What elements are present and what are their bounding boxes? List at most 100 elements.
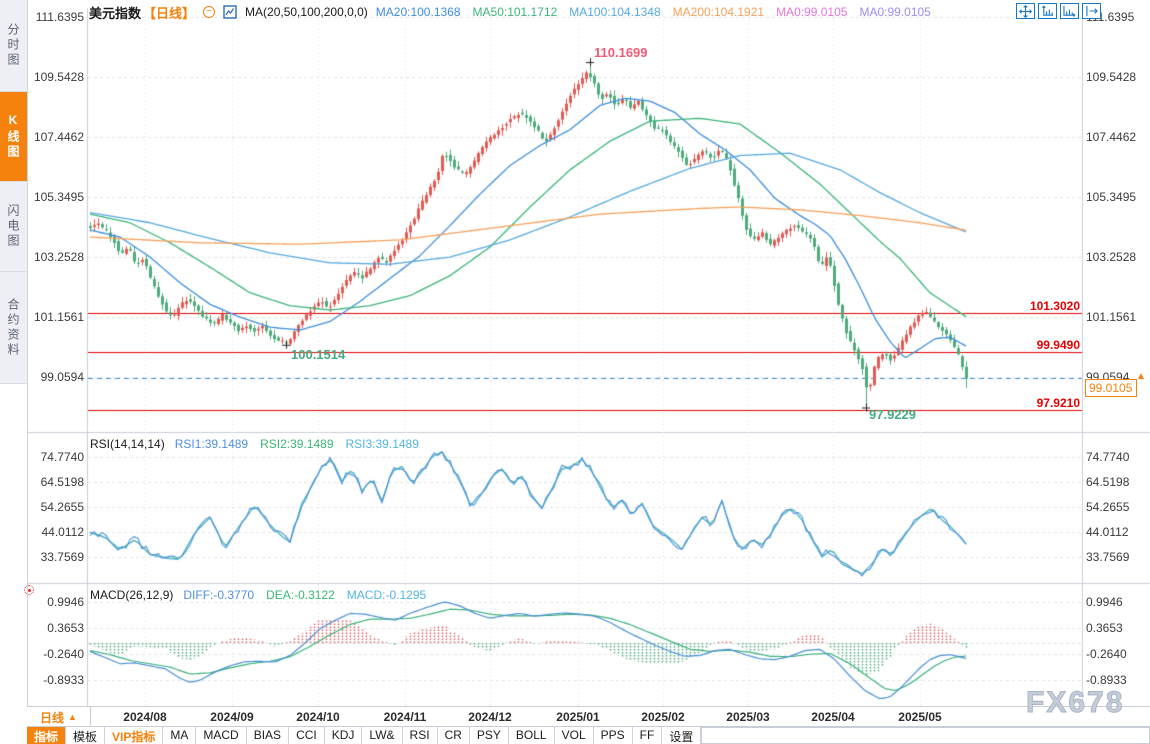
level-label: 101.3020	[1029, 298, 1080, 313]
toolbar-item-PPS[interactable]: PPS	[594, 727, 633, 744]
chart-header: 美元指数 【日线】 − MA(20,50,100,200,0,0) MA20:1…	[89, 4, 931, 21]
rsi-value-0: RSI1:39.1489	[174, 437, 249, 451]
axis-label-right: 0.9946	[1086, 595, 1123, 609]
toolbar-item-设置[interactable]: 设置	[662, 727, 702, 744]
level-label: 99.9490	[1036, 337, 1080, 352]
toolbar-item-CCI[interactable]: CCI	[289, 727, 325, 744]
axis-label-right: 33.7569	[1086, 550, 1130, 564]
toolbar-item-VIP指标[interactable]: VIP指标	[105, 727, 164, 744]
toolbar-item-指标[interactable]: 指标	[27, 727, 67, 744]
ma-value-2: MA100:104.1348	[569, 5, 661, 19]
macd-value-2: MACD:-0.1295	[346, 588, 427, 602]
axis-label-left: 74.7740	[40, 450, 84, 464]
sidebar-tab-合约资料[interactable]: 合约资料	[0, 272, 27, 384]
toolbar-item-MACD[interactable]: MACD	[196, 727, 247, 744]
rsi-header: RSI(14,14,14) RSI1:39.1489 RSI2:39.1489 RS…	[90, 437, 419, 451]
month-label: 2025/03	[726, 710, 770, 724]
month-label: 2024/10	[296, 710, 340, 724]
symbol-title: 美元指数	[89, 5, 142, 21]
sidebar-tab-闪电图[interactable]: 闪电图	[0, 182, 27, 272]
month-label: 2024/09	[210, 710, 254, 724]
axis-label-right: 103.2528	[1086, 250, 1137, 264]
toolbar-item-FF[interactable]: FF	[633, 727, 663, 744]
macd-title: MACD(26,12,9)	[90, 588, 174, 602]
rsi-title: RSI(14,14,14)	[90, 437, 165, 451]
period-tag: 【日线】	[143, 5, 196, 21]
high-price-annotation: 110.1699	[594, 45, 648, 60]
chevron-up-icon: ▲	[68, 712, 77, 722]
month-label: 2025/02	[641, 710, 685, 724]
toolbar-item-BOLL[interactable]: BOLL	[509, 727, 555, 744]
current-price-badge: 99.0105	[1085, 379, 1138, 398]
x-axis-strip: 日线 ▲ 2024/08 2024/09 2024/10 2024/11 2024/12…	[27, 706, 1150, 727]
rsi-values: RSI1:39.1489 RSI2:39.1489 RSI3:39.1489	[175, 437, 419, 451]
axis-label-left: 99.0594	[40, 370, 84, 384]
period-label: 日线	[40, 710, 65, 725]
month-label: 2025/04	[811, 710, 855, 724]
toolbar-item-VOL[interactable]: VOL	[555, 727, 594, 744]
axis-label-right: 105.3495	[1086, 190, 1137, 204]
rsi-value-2: RSI3:39.1489	[345, 437, 419, 451]
macd-value-0: DIFF:-0.3770	[183, 588, 255, 602]
sidebar: 分时图 K线图 闪电图 合约资料	[0, 0, 27, 384]
sidebar-tab-分时图[interactable]: 分时图	[0, 0, 27, 92]
axis-label-left: 0.9946	[47, 595, 84, 609]
chart-type-icon[interactable]	[223, 5, 237, 19]
axis-label-left: 111.6395	[35, 10, 84, 24]
month-label: 2024/08	[123, 710, 167, 724]
ma-value-4: MA0:99.0105	[776, 5, 848, 19]
pan-move-icon[interactable]	[1016, 3, 1035, 19]
ma-value-1: MA50:101.1712	[472, 5, 558, 19]
axis-zoom-vertical-icon[interactable]	[1038, 3, 1057, 19]
toolbar-item-MA[interactable]: MA	[163, 727, 197, 744]
macd-values: DIFF:-0.3770 DEA:-0.3122 MACD:-0.1295	[183, 588, 426, 602]
axis-label-right: 54.2655	[1086, 500, 1130, 514]
axis-label-left: 54.2655	[40, 500, 84, 514]
macd-value-1: DEA:-0.3122	[266, 588, 335, 602]
axis-label-right: -0.2640	[1086, 647, 1127, 661]
chart-toolbar-icons	[1016, 3, 1101, 19]
macd-settings-icon[interactable]	[24, 585, 34, 595]
axis-label-left: 109.5428	[33, 70, 84, 84]
toolbar-empty-field[interactable]	[701, 727, 1150, 744]
axis-label-left: 0.3653	[47, 621, 84, 635]
price-up-arrow-icon: ▲	[1136, 370, 1146, 382]
axis-label-right: -0.8933	[1086, 673, 1127, 687]
axis-label-left: 64.5198	[40, 475, 84, 489]
low-price-annotation: 97.9229	[869, 407, 916, 422]
month-label: 2024/11	[383, 710, 427, 724]
indicator-toolbar: 指标 模板 VIP指标 MA MACD BIAS CCI KDJ LW& RSI CR PSY BOLL…	[27, 727, 1150, 744]
swing-low-annotation: 100.1514	[291, 347, 346, 362]
month-label: 2024/12	[468, 710, 512, 724]
exit-right-icon[interactable]	[1082, 3, 1101, 19]
collapse-icon[interactable]: −	[203, 6, 216, 18]
sidebar-tab-K线图[interactable]: K线图	[0, 92, 27, 182]
axis-label-right: 64.5198	[1086, 475, 1130, 489]
ma-settings-label[interactable]: MA(20,50,100,200,0,0)	[245, 5, 368, 19]
axis-label-left: 33.7569	[40, 550, 84, 564]
toolbar-item-BIAS[interactable]: BIAS	[247, 727, 290, 744]
period-selector[interactable]: 日线 ▲	[27, 707, 91, 727]
toolbar-item-PSY[interactable]: PSY	[470, 727, 509, 744]
toolbar-item-RSI[interactable]: RSI	[403, 727, 438, 744]
axis-label-right: 107.4462	[1086, 130, 1137, 144]
sidebar-divider	[27, 0, 28, 744]
toolbar-item-模板[interactable]: 模板	[66, 727, 106, 744]
axis-label-right: 0.3653	[1086, 621, 1123, 635]
month-label: 2025/01	[556, 710, 600, 724]
toolbar-item-LW&[interactable]: LW&	[362, 727, 403, 744]
toolbar-item-KDJ[interactable]: KDJ	[325, 727, 363, 744]
axis-zoom-horizontal-icon[interactable]	[1060, 3, 1079, 19]
axis-label-left: 44.0112	[41, 525, 85, 539]
level-label: 97.9210	[1036, 395, 1080, 410]
axis-label-left: -0.8933	[43, 673, 84, 687]
axis-label-right: 101.1561	[1086, 310, 1137, 324]
toolbar-item-CR[interactable]: CR	[438, 727, 470, 744]
macd-header: MACD(26,12,9) DIFF:-0.3770 DEA:-0.3122 MAC…	[90, 588, 426, 602]
ma-values: MA20:100.1368 MA50:101.1712 MA100:104.1348…	[376, 5, 931, 19]
ma-value-0: MA20:100.1368	[375, 5, 461, 19]
axis-label-left: 105.3495	[33, 190, 84, 204]
month-label: 2025/05	[898, 710, 942, 724]
axis-label-right: 44.0112	[1086, 525, 1129, 539]
